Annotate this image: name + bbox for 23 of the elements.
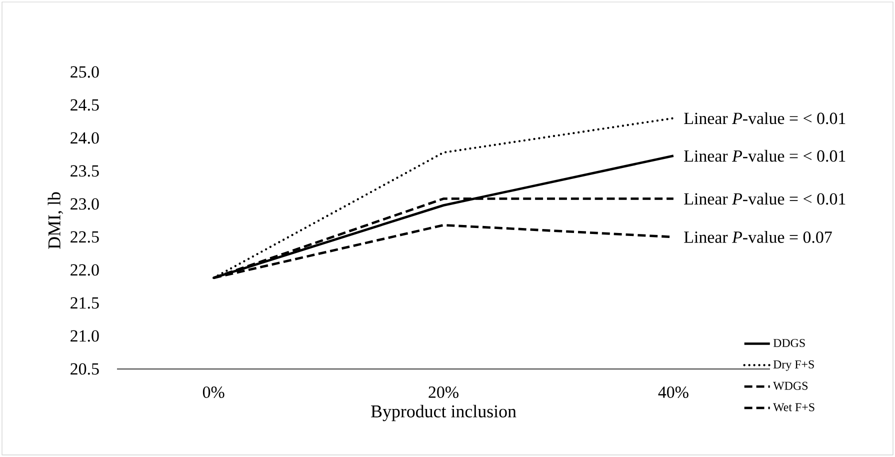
y-tick-label: 22.5 bbox=[70, 231, 99, 243]
y-tick-label: 24.5 bbox=[70, 99, 99, 111]
legend-label: DDGS bbox=[773, 339, 805, 348]
y-axis-title: DMI, lb bbox=[48, 192, 64, 249]
y-tick-label: 24.0 bbox=[70, 132, 99, 144]
x-tick-label: 40% bbox=[658, 386, 688, 398]
annotation: Linear P-value = < 0.01 bbox=[684, 112, 846, 124]
y-tick-label: 21.0 bbox=[70, 330, 99, 342]
legend-label: Dry F+S bbox=[773, 360, 814, 371]
y-tick-label: 23.5 bbox=[70, 165, 99, 177]
annotation: Linear P-value = < 0.01 bbox=[684, 192, 846, 205]
y-tick-label: 21.5 bbox=[70, 297, 99, 309]
x-axis-title: Byproduct inclusion bbox=[371, 404, 516, 422]
legend-label: Wet F+S bbox=[773, 403, 814, 412]
x-tick-label: 0% bbox=[202, 386, 224, 398]
annotation: Linear P-value = < 0.01 bbox=[684, 150, 846, 162]
y-tick-label: 20.5 bbox=[70, 363, 99, 375]
annotation: Linear P-value = 0.07 bbox=[684, 230, 832, 243]
y-tick-label: 25.0 bbox=[70, 66, 99, 78]
legend-label: WDGS bbox=[773, 382, 808, 390]
y-tick-label: 22.0 bbox=[70, 264, 99, 276]
y-tick-label: 23.0 bbox=[70, 198, 99, 210]
x-tick-label: 20% bbox=[428, 386, 458, 398]
